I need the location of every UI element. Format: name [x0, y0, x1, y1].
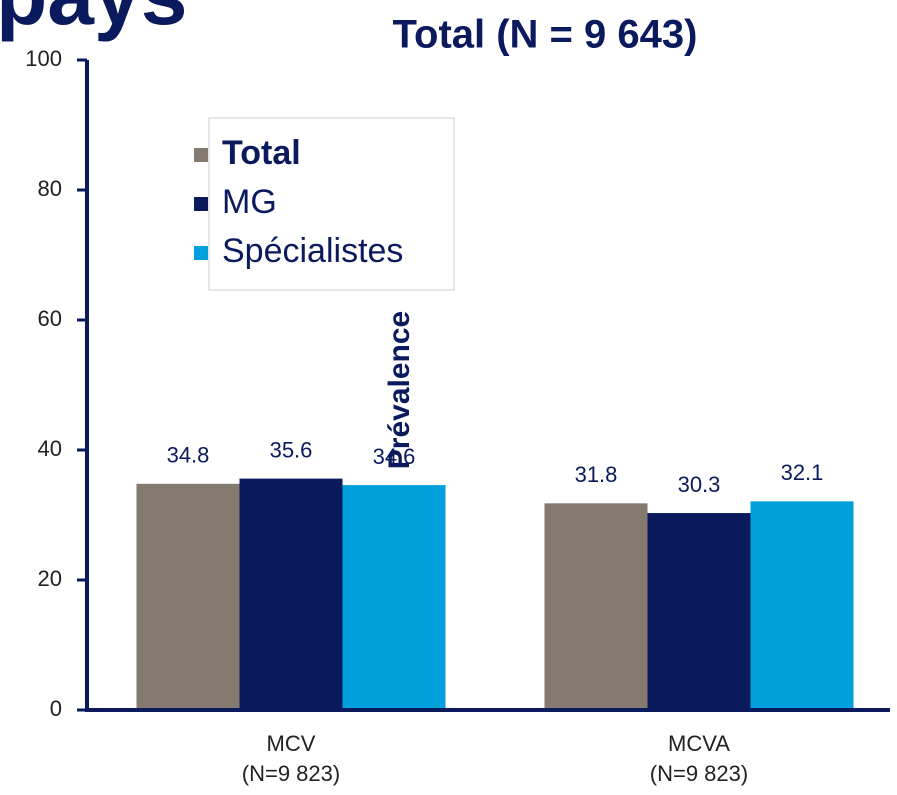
- bar: [136, 483, 240, 710]
- value-label: 31.8: [575, 462, 618, 487]
- x-tick-label: MCVA: [668, 731, 730, 756]
- bar: [647, 513, 751, 710]
- legend-label: MG: [222, 183, 277, 221]
- y-axis-label: Prévalence: [383, 311, 416, 469]
- bar: [239, 478, 343, 710]
- y-tick-label: 80: [38, 176, 62, 201]
- legend-label: Spécialistes: [222, 232, 403, 270]
- x-tick-sublabel: (N=9 823): [650, 761, 748, 786]
- value-label: 32.1: [781, 460, 824, 485]
- legend-swatch: [194, 197, 208, 211]
- bar: [342, 485, 446, 710]
- legend-label: Total: [222, 134, 301, 172]
- legend-swatch: [194, 148, 208, 162]
- x-tick-sublabel: (N=9 823): [242, 761, 340, 786]
- heading: pays: [0, 0, 187, 42]
- y-tick-label: 60: [38, 306, 62, 331]
- legend-swatch: [194, 246, 208, 260]
- y-tick-label: 100: [25, 46, 62, 71]
- bar: [544, 503, 648, 710]
- y-tick-label: 40: [38, 436, 62, 461]
- value-label: 30.3: [678, 472, 721, 497]
- bar: [750, 501, 854, 710]
- chart-title: Total (N = 9 643): [393, 13, 698, 57]
- value-label: 34.6: [373, 444, 416, 469]
- y-tick-label: 20: [38, 566, 62, 591]
- y-tick-label: 0: [50, 696, 62, 721]
- x-tick-label: MCV: [267, 731, 316, 756]
- value-label: 35.6: [270, 437, 313, 462]
- legend-box: [208, 117, 455, 291]
- value-label: 34.8: [167, 443, 210, 468]
